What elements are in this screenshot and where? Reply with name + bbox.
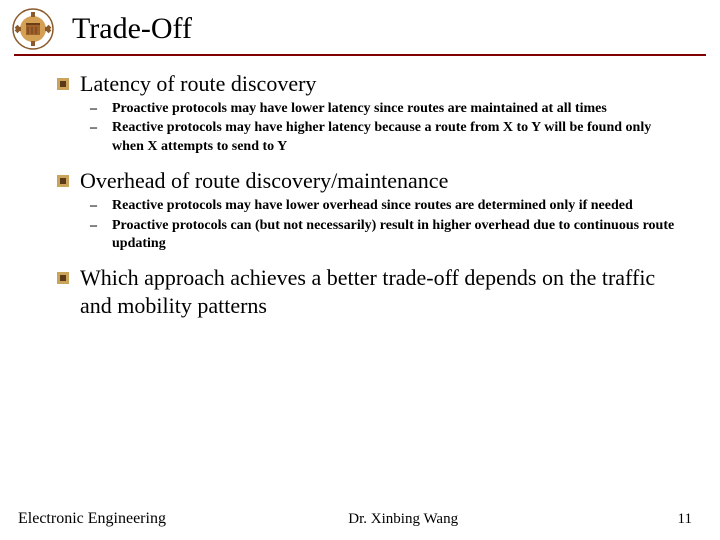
sub-item: – Proactive protocols may have lower lat… [90, 100, 680, 119]
bullet-icon [56, 77, 70, 91]
sub-text: Reactive protocols may have lower overhe… [112, 197, 633, 216]
sub-text: Proactive protocols can (but not necessa… [112, 217, 680, 255]
sub-item: – Reactive protocols may have lower over… [90, 197, 680, 216]
bullet-icon [56, 271, 70, 285]
bullet-icon [56, 174, 70, 188]
bullet-text: Latency of route discovery [80, 70, 316, 98]
sub-item: – Reactive protocols may have higher lat… [90, 119, 680, 157]
sub-list: – Reactive protocols may have lower over… [56, 197, 680, 255]
slide-title: Trade-Off [72, 12, 192, 46]
dash-icon: – [90, 197, 104, 216]
bullet-item: Overhead of route discovery/maintenance [56, 167, 680, 195]
sub-list: – Proactive protocols may have lower lat… [56, 100, 680, 158]
bullet-item: Which approach achieves a better trade-o… [56, 264, 680, 319]
dash-icon: – [90, 217, 104, 236]
footer-center: Dr. Xinbing Wang [348, 511, 458, 528]
slide-footer: Electronic Engineering Dr. Xinbing Wang … [0, 510, 720, 528]
dash-icon: – [90, 100, 104, 119]
slide-content: Latency of route discovery – Proactive p… [0, 56, 720, 319]
footer-left: Electronic Engineering [18, 510, 166, 528]
sub-text: Proactive protocols may have lower laten… [112, 100, 607, 119]
slide-header: Trade-Off [0, 0, 720, 50]
sub-text: Reactive protocols may have higher laten… [112, 119, 680, 157]
page-number: 11 [678, 511, 692, 528]
institution-logo [12, 8, 54, 50]
dash-icon: – [90, 119, 104, 138]
bullet-text: Overhead of route discovery/maintenance [80, 167, 448, 195]
bullet-item: Latency of route discovery [56, 70, 680, 98]
bullet-text: Which approach achieves a better trade-o… [80, 264, 680, 319]
sub-item: – Proactive protocols can (but not neces… [90, 217, 680, 255]
